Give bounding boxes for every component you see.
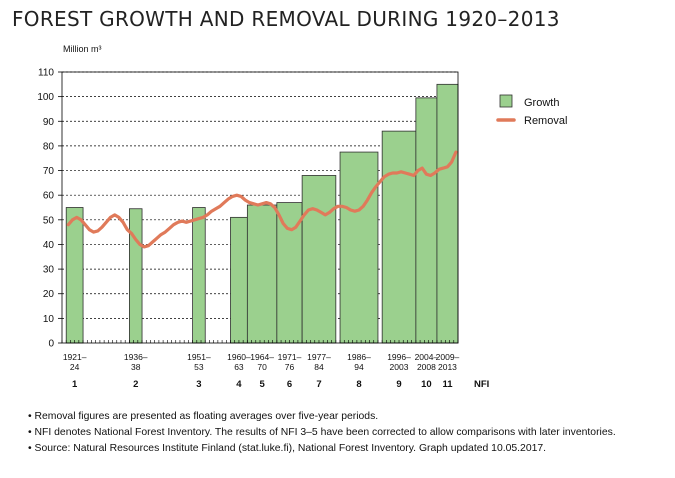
x-period-label: 76 [285, 362, 295, 372]
nfi-number-label: 1 [72, 379, 78, 390]
nfi-number-label: 11 [442, 379, 453, 390]
growth-bar [246, 204, 278, 344]
nfi-number-label: 3 [196, 379, 201, 390]
x-period-label: 38 [131, 362, 141, 372]
y-tick-label: 90 [43, 117, 55, 128]
axes: 01020304050607080901001101921–2411936–38… [37, 68, 489, 391]
x-period-label: 2004– [415, 352, 439, 362]
nfi-number-label: 10 [421, 379, 432, 390]
removal-line-group [66, 150, 458, 249]
nfi-number-label: 2 [133, 379, 138, 390]
x-period-label: 1971– [278, 352, 302, 362]
footnote-nfi: • NFI denotes National Forest Inventory.… [28, 427, 616, 438]
nfi-number-label: 4 [236, 379, 242, 390]
y-tick-label: 40 [43, 240, 55, 251]
x-period-label: 2008 [417, 362, 436, 372]
growth-bar [415, 97, 438, 344]
footnote-removal: • Removal figures are presented as float… [28, 411, 379, 422]
nfi-number-label: 6 [287, 379, 292, 390]
y-tick-label: 100 [37, 92, 54, 103]
y-axis-label: Million m³ [63, 44, 102, 54]
growth-bar [129, 208, 143, 344]
x-period-label: 1964– [250, 352, 274, 362]
x-period-label: 1977– [307, 352, 331, 362]
y-tick-label: 70 [43, 166, 55, 177]
x-period-label: 1921– [63, 352, 87, 362]
y-tick-label: 10 [43, 314, 55, 325]
legend-swatch-growth [499, 94, 513, 108]
x-period-label: 1951– [187, 352, 211, 362]
x-period-label: 1986– [347, 352, 371, 362]
growth-bar [65, 207, 84, 344]
growth-bar [301, 175, 337, 344]
growth-bar [339, 151, 379, 344]
x-period-label: 84 [314, 362, 324, 372]
x-period-label: 2003 [390, 362, 409, 372]
nfi-number-label: 5 [259, 379, 265, 390]
x-period-label: 94 [354, 362, 364, 372]
y-tick-label: 30 [43, 265, 55, 276]
growth-bars [65, 83, 459, 344]
legend-label-removal: Removal [524, 115, 567, 127]
nfi-axis-label: NFI [474, 379, 489, 390]
x-period-label: 2009– [436, 352, 460, 362]
nfi-number-label: 8 [356, 379, 361, 390]
footnotes: • Removal figures are presented as float… [28, 409, 616, 457]
x-period-label: 1960– [227, 352, 251, 362]
growth-bar [381, 130, 417, 344]
y-tick-label: 80 [43, 141, 55, 152]
y-tick-label: 60 [43, 191, 55, 202]
x-period-label: 1996– [387, 352, 411, 362]
y-tick-label: 20 [43, 289, 55, 300]
x-period-label: 24 [70, 362, 80, 372]
growth-bar [230, 216, 248, 344]
y-tick-label: 110 [38, 68, 54, 79]
y-tick-label: 0 [48, 339, 54, 350]
nfi-number-label: 7 [316, 379, 321, 390]
x-period-label: 1936– [124, 352, 148, 362]
footnote-source: • Source: Natural Resources Institute Fi… [28, 443, 547, 454]
legend-label-growth: Growth [524, 97, 559, 109]
chart-title: FOREST GROWTH AND REMOVAL DURING 1920–20… [12, 7, 560, 31]
y-tick-label: 50 [43, 215, 55, 226]
growth-bar [192, 207, 206, 344]
legend: Growth Removal [496, 94, 567, 127]
x-period-label: 53 [194, 362, 204, 372]
x-period-label: 70 [257, 362, 267, 372]
removal-line [66, 150, 458, 249]
growth-removal-chart: Million m³ 01020304050607080901001101921… [37, 44, 567, 391]
nfi-number-label: 9 [396, 379, 401, 390]
growth-bar [436, 83, 459, 344]
x-period-label: 63 [234, 362, 244, 372]
x-period-label: 2013 [438, 362, 457, 372]
